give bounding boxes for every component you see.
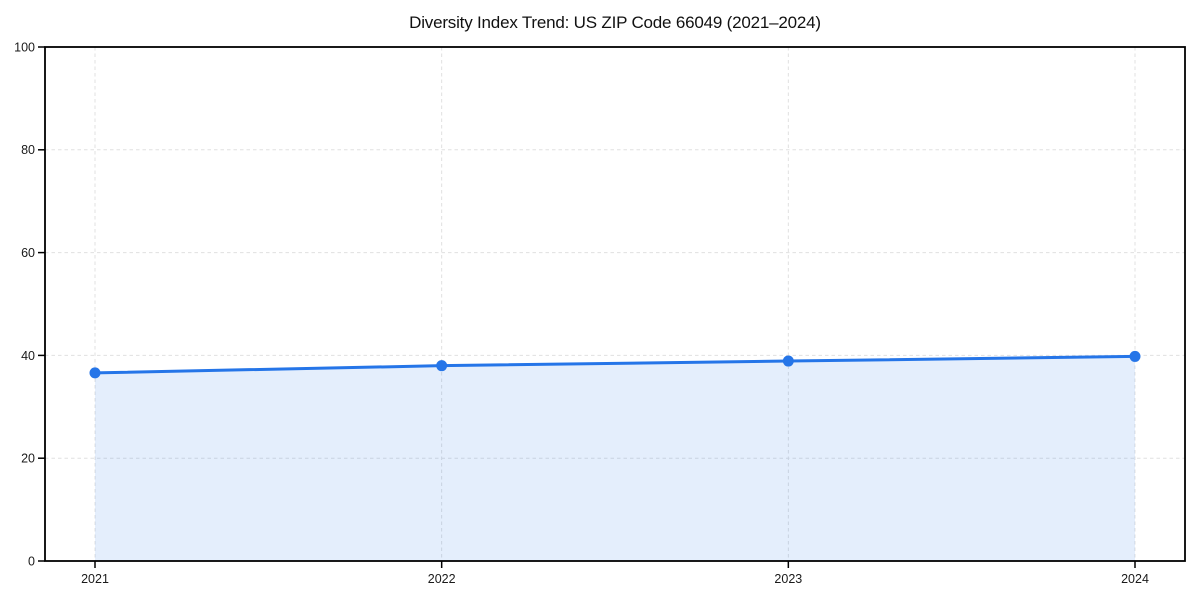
x-axis-tick-label: 2023 <box>774 572 802 586</box>
x-axis-tick-label: 2022 <box>428 572 456 586</box>
x-axis-tick-label: 2024 <box>1121 572 1149 586</box>
data-point-2022 <box>436 360 448 372</box>
plot-border <box>44 46 1186 562</box>
data-point-2023 <box>782 355 794 367</box>
y-axis-tick-label: 40 <box>21 349 35 363</box>
area-fill <box>95 356 1135 561</box>
chart-title: Diversity Index Trend: US ZIP Code 66049… <box>409 13 821 32</box>
y-axis-tick-label: 100 <box>14 40 35 54</box>
trend-line <box>93 354 1137 375</box>
y-axis-tick-label: 80 <box>21 143 35 157</box>
data-point-2024 <box>1129 350 1141 362</box>
y-axis-tick-label: 20 <box>21 452 35 466</box>
y-axis-tick-label: 0 <box>28 554 35 568</box>
x-axis-tick-label: 2021 <box>81 572 109 586</box>
data-point-2021 <box>89 367 101 379</box>
y-axis-tick-label: 60 <box>21 246 35 260</box>
